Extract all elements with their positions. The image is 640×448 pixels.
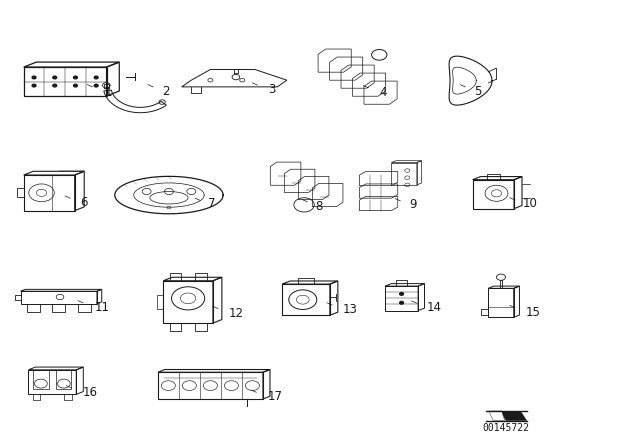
Text: 12: 12 [228,306,243,319]
Text: 4: 4 [380,86,387,99]
Circle shape [399,293,403,295]
Circle shape [399,302,403,304]
Circle shape [74,76,77,79]
Polygon shape [489,411,505,421]
Text: 8: 8 [316,200,323,213]
Text: 7: 7 [209,198,216,211]
Circle shape [32,76,36,79]
Text: 14: 14 [427,301,442,314]
Circle shape [53,84,57,87]
Text: 15: 15 [525,306,540,319]
Text: 17: 17 [268,390,283,403]
Circle shape [32,84,36,87]
Circle shape [94,76,98,79]
Text: 13: 13 [342,303,357,316]
Text: 16: 16 [83,386,98,399]
Text: 1: 1 [104,86,112,99]
Text: 00145722: 00145722 [483,423,529,433]
Text: 3: 3 [268,82,275,95]
Circle shape [53,76,57,79]
Circle shape [74,84,77,87]
Text: 2: 2 [162,85,170,98]
Text: 11: 11 [95,301,110,314]
Text: 9: 9 [409,198,417,211]
Text: 6: 6 [81,196,88,209]
Text: 5: 5 [474,85,481,98]
Text: 10: 10 [523,198,538,211]
Circle shape [94,84,98,87]
Polygon shape [500,411,527,421]
